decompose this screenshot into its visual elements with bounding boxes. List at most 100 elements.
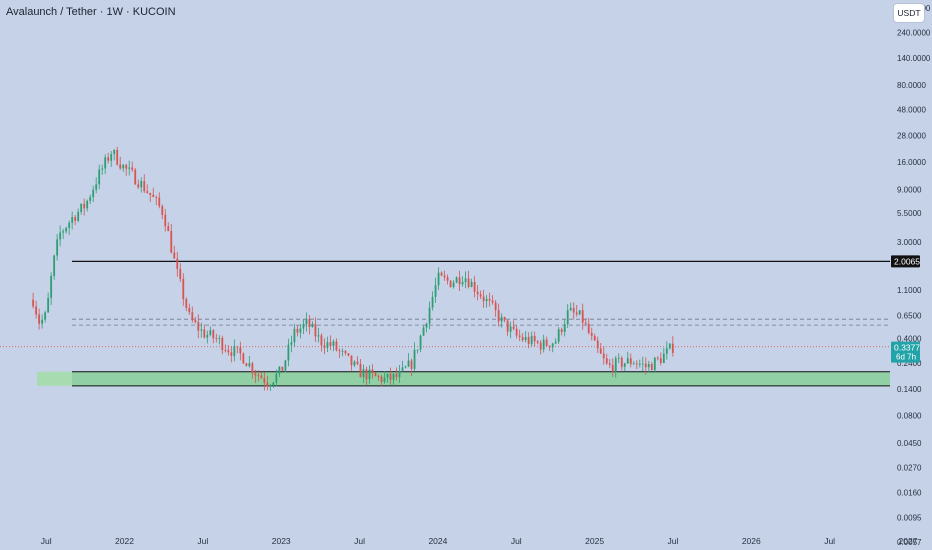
candle-body-182 xyxy=(578,310,581,315)
candle-body-106 xyxy=(350,355,353,366)
candle-body-120 xyxy=(392,373,395,380)
candle-body-211 xyxy=(665,348,668,354)
candle-body-33 xyxy=(131,167,134,170)
candle-body-68 xyxy=(236,346,239,348)
candle-body-171 xyxy=(545,339,548,346)
candle-body-198 xyxy=(626,358,629,364)
candle-body-21 xyxy=(95,184,98,190)
x-tick-label-2: Jul xyxy=(197,536,208,546)
x-tick-label-0: Jul xyxy=(41,536,52,546)
candle-body-202 xyxy=(638,363,641,365)
candle-body-187 xyxy=(593,335,596,341)
candle-body-20 xyxy=(92,189,95,198)
candle-body-51 xyxy=(185,299,188,308)
candle-body-14 xyxy=(74,217,77,221)
candle-body-29 xyxy=(119,164,122,169)
candle-body-11 xyxy=(65,227,68,232)
candle-body-133 xyxy=(431,296,434,308)
candle-body-145 xyxy=(467,278,470,287)
candle-body-113 xyxy=(371,369,374,374)
candle-body-110 xyxy=(362,369,365,378)
candle-body-149 xyxy=(479,294,482,297)
candle-body-140 xyxy=(452,282,455,288)
candle-body-58 xyxy=(206,334,209,338)
candle-body-207 xyxy=(653,357,656,371)
candle-body-47 xyxy=(173,252,176,259)
candle-body-45 xyxy=(167,226,170,231)
candle-body-147 xyxy=(473,282,476,292)
candle-body-89 xyxy=(299,328,302,333)
candle-body-23 xyxy=(101,168,104,170)
candle-body-143 xyxy=(461,282,464,285)
x-tick-label-5: 2024 xyxy=(428,536,447,546)
y-tick-label-4: 48.0000 xyxy=(897,105,926,114)
currency-button[interactable]: USDT xyxy=(893,3,925,23)
candle-body-97 xyxy=(323,345,326,348)
y-tick-label-18: 0.0160 xyxy=(897,489,922,498)
y-tick-label-9: 3.0000 xyxy=(897,238,922,247)
candle-body-27 xyxy=(113,149,116,155)
candle-body-1 xyxy=(35,306,38,315)
x-tick-label-1: 2022 xyxy=(115,536,134,546)
x-tick-label-9: 2026 xyxy=(742,536,761,546)
y-tick-label-11: 0.6500 xyxy=(897,311,922,320)
candle-body-144 xyxy=(464,278,467,283)
candle-body-141 xyxy=(455,277,458,283)
y-tick-label-13: 0.2400 xyxy=(897,359,922,368)
candle-body-69 xyxy=(239,347,242,354)
candle-body-44 xyxy=(164,214,167,227)
candle-body-161 xyxy=(515,328,518,336)
candle-body-192 xyxy=(608,363,611,365)
candle-body-137 xyxy=(443,275,446,278)
candle-body-34 xyxy=(134,169,137,185)
candle-body-193 xyxy=(611,364,614,372)
support-zone-label-area xyxy=(37,371,72,386)
candle-body-132 xyxy=(428,307,431,324)
candle-body-5 xyxy=(47,297,50,313)
candle-body-88 xyxy=(296,328,299,333)
x-axis[interactable]: Jul 2022 Jul 2023 Jul 2024 Jul 2025 Jul 2026 Jul 20… xyxy=(41,536,918,546)
candle-body-25 xyxy=(107,157,110,161)
candle-body-16 xyxy=(80,203,83,212)
y-tick-label-10: 1.1000 xyxy=(897,286,922,295)
candle-body-152 xyxy=(488,298,491,301)
candle-body-10 xyxy=(62,231,65,233)
candle-body-173 xyxy=(551,343,554,348)
candle-body-190 xyxy=(602,353,605,359)
candle-body-90 xyxy=(302,324,305,329)
candle-body-19 xyxy=(89,197,92,201)
candle-body-71 xyxy=(245,363,248,367)
candle-body-206 xyxy=(650,364,653,371)
candle-body-200 xyxy=(632,363,635,365)
candle-body-37 xyxy=(143,181,146,192)
candle-body-65 xyxy=(227,350,230,353)
candle-body-77 xyxy=(263,378,266,383)
candle-body-48 xyxy=(176,258,179,270)
candle-body-126 xyxy=(410,360,413,369)
candle-body-109 xyxy=(359,363,362,378)
level-badge-text: 2.0065 xyxy=(894,256,920,266)
candle-body-176 xyxy=(560,329,563,332)
candle-body-146 xyxy=(470,282,473,287)
candle-body-118 xyxy=(386,373,389,378)
candle-body-64 xyxy=(224,350,227,351)
candle-body-167 xyxy=(533,335,536,342)
candle-body-129 xyxy=(419,335,422,350)
candle-body-112 xyxy=(368,369,371,380)
candle-body-201 xyxy=(635,363,638,365)
candle-body-7 xyxy=(53,255,56,276)
candle-body-24 xyxy=(104,157,107,169)
candle-body-30 xyxy=(122,164,125,169)
candle-body-38 xyxy=(146,191,149,193)
candle-body-111 xyxy=(365,369,368,380)
candle-body-181 xyxy=(575,312,578,315)
y-tick-label-17: 0.0270 xyxy=(897,464,922,473)
candle-body-139 xyxy=(449,280,452,288)
price-badge-value: 0.3377 xyxy=(894,343,920,353)
candle-body-177 xyxy=(563,324,566,332)
price-badge: 0.3377 6d 7h xyxy=(891,341,920,363)
candle-body-102 xyxy=(338,350,341,352)
y-tick-label-3: 80.0000 xyxy=(897,81,926,90)
